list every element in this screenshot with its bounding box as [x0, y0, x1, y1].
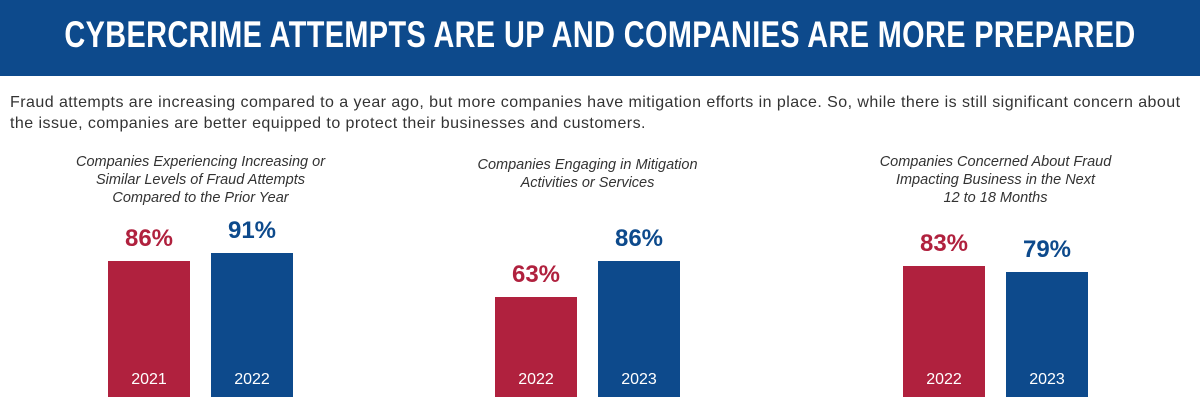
chart-title: Companies Experiencing Increasing or Sim… [75, 154, 326, 206]
chart-title: Companies Engaging in Mitigation Activit… [477, 157, 698, 191]
bar [495, 297, 577, 397]
value-label: 79% [1022, 236, 1072, 264]
bar [211, 253, 293, 397]
x-tick-label: 2023 [621, 371, 657, 388]
value-label: 83% [919, 229, 969, 257]
intro-text: Fraud attempts are increasing compared t… [10, 94, 1181, 132]
value-label: 86% [614, 225, 664, 253]
value-label: 63% [511, 261, 561, 289]
chart-title: Companies Concerned About Fraud Impactin… [879, 154, 1112, 206]
bar [903, 265, 985, 397]
bar [108, 261, 190, 397]
x-tick-label: 2021 [131, 371, 167, 388]
header: CYBERCRIME ATTEMPTS ARE UP AND COMPANIES… [0, 0, 1200, 76]
bar [598, 261, 680, 397]
x-tick-label: 2022 [518, 371, 554, 388]
x-tick-label: 2023 [1029, 371, 1065, 388]
x-tick-label: 2022 [926, 371, 962, 388]
x-tick-label: 2022 [234, 371, 270, 388]
value-label: 91% [227, 217, 277, 245]
value-label: 86% [124, 225, 174, 253]
bar [1006, 272, 1088, 397]
page-title: CYBERCRIME ATTEMPTS ARE UP AND COMPANIES… [64, 14, 1136, 55]
